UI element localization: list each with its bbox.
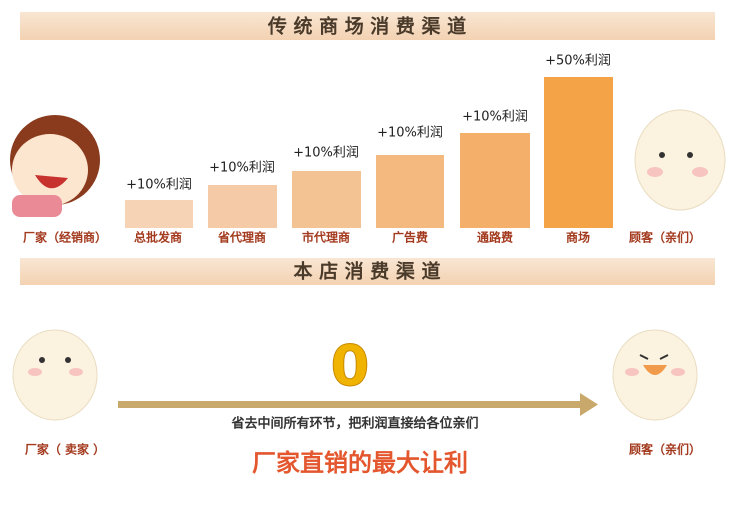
profit-label: +10%利润: [126, 178, 192, 193]
bars: [125, 77, 613, 228]
profit-label: +10%利润: [377, 126, 443, 141]
bar: [208, 185, 277, 228]
channel-label: 通路费: [477, 230, 513, 245]
section-title: 本 店 消 费 渠 道: [293, 260, 440, 283]
arrow: [118, 393, 598, 416]
banner: [20, 258, 715, 285]
girl-icon: [10, 115, 100, 217]
channel-label: 商场: [566, 230, 590, 245]
arrow-text: 省去中间所有环节，把利润直接给各位亲们: [230, 416, 478, 432]
channel-label: 市代理商: [302, 230, 350, 245]
channel-label: 顾客（亲们）: [629, 230, 701, 245]
section-title: 传 统 商 场 消 费 渠 道: [267, 15, 466, 38]
bar: [460, 133, 530, 228]
profit-label: +10%利润: [209, 161, 275, 176]
bar: [125, 200, 193, 228]
profit-label: +10%利润: [293, 146, 359, 161]
channel-label: 广告费: [392, 230, 428, 245]
customer-icon: [612, 329, 698, 421]
bar: [544, 77, 613, 228]
profit-label: +50%利润: [545, 54, 611, 69]
profit-label: +10%利润: [462, 110, 528, 125]
channel-label: 厂家（经销商）: [23, 230, 107, 245]
channel-label: 厂家（ 卖家 ）: [25, 442, 105, 457]
channel-label: 总批发商: [134, 230, 182, 245]
customer-icon: [634, 109, 726, 211]
seller-icon: [12, 329, 98, 421]
channel-label: 顾客（亲们）: [629, 442, 701, 457]
slogan: 厂家直销的最大让利: [252, 449, 468, 477]
bar: [376, 155, 444, 228]
zero: 0: [331, 334, 370, 399]
bar: [292, 171, 361, 228]
channel-label: 省代理商: [217, 230, 266, 245]
banner: [20, 12, 715, 40]
